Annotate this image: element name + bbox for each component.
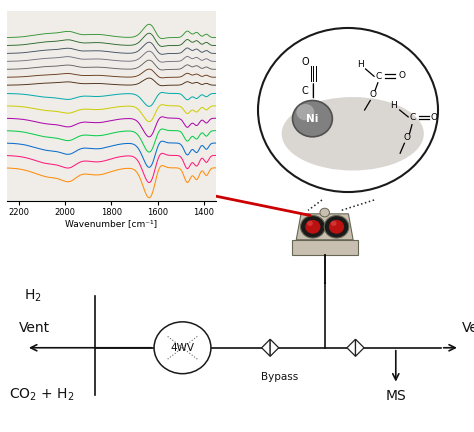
Text: H: H [390, 101, 396, 110]
Text: Bypass: Bypass [261, 372, 298, 381]
Circle shape [296, 104, 314, 121]
Text: H$_2$: H$_2$ [24, 288, 42, 304]
Polygon shape [347, 339, 356, 356]
Text: Vent: Vent [462, 321, 474, 335]
Circle shape [329, 220, 344, 234]
Circle shape [320, 208, 329, 217]
Circle shape [305, 220, 320, 234]
Text: MS: MS [385, 389, 406, 403]
Text: C: C [410, 113, 416, 122]
Circle shape [292, 101, 332, 137]
Circle shape [324, 216, 349, 238]
Circle shape [258, 28, 438, 192]
Text: O: O [301, 57, 309, 67]
Text: O: O [430, 113, 438, 122]
Polygon shape [296, 214, 353, 240]
Polygon shape [262, 339, 270, 356]
Circle shape [154, 322, 211, 374]
Text: Ni: Ni [306, 114, 319, 124]
FancyBboxPatch shape [292, 240, 358, 255]
Polygon shape [356, 339, 364, 356]
Text: C: C [376, 72, 382, 81]
Text: O: O [398, 71, 405, 80]
Polygon shape [270, 339, 279, 356]
Text: O: O [370, 90, 377, 99]
Text: Vent: Vent [19, 321, 50, 335]
Text: CO$_2$ + H$_2$: CO$_2$ + H$_2$ [9, 387, 75, 403]
Text: C: C [301, 86, 308, 96]
Circle shape [301, 216, 325, 238]
Text: H: H [357, 60, 364, 69]
X-axis label: Wavenumber [cm⁻¹]: Wavenumber [cm⁻¹] [65, 219, 157, 229]
Text: O: O [404, 133, 411, 142]
Circle shape [331, 221, 337, 226]
Ellipse shape [282, 97, 424, 171]
Circle shape [307, 221, 313, 226]
Text: 4WV: 4WV [171, 343, 194, 353]
